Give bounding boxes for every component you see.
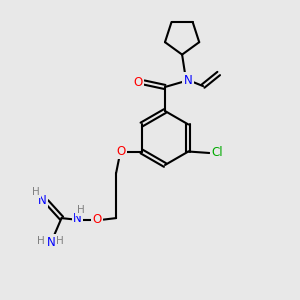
Text: H: H (56, 236, 64, 246)
Text: H: H (76, 205, 84, 215)
Text: N: N (184, 74, 193, 87)
Text: H: H (32, 187, 40, 197)
Text: N: N (38, 194, 46, 207)
Text: O: O (134, 76, 142, 89)
Text: O: O (92, 213, 101, 226)
Text: Cl: Cl (212, 146, 223, 160)
Text: H: H (37, 236, 45, 246)
Text: O: O (116, 145, 125, 158)
Text: N: N (73, 212, 82, 225)
Text: N: N (46, 236, 56, 249)
